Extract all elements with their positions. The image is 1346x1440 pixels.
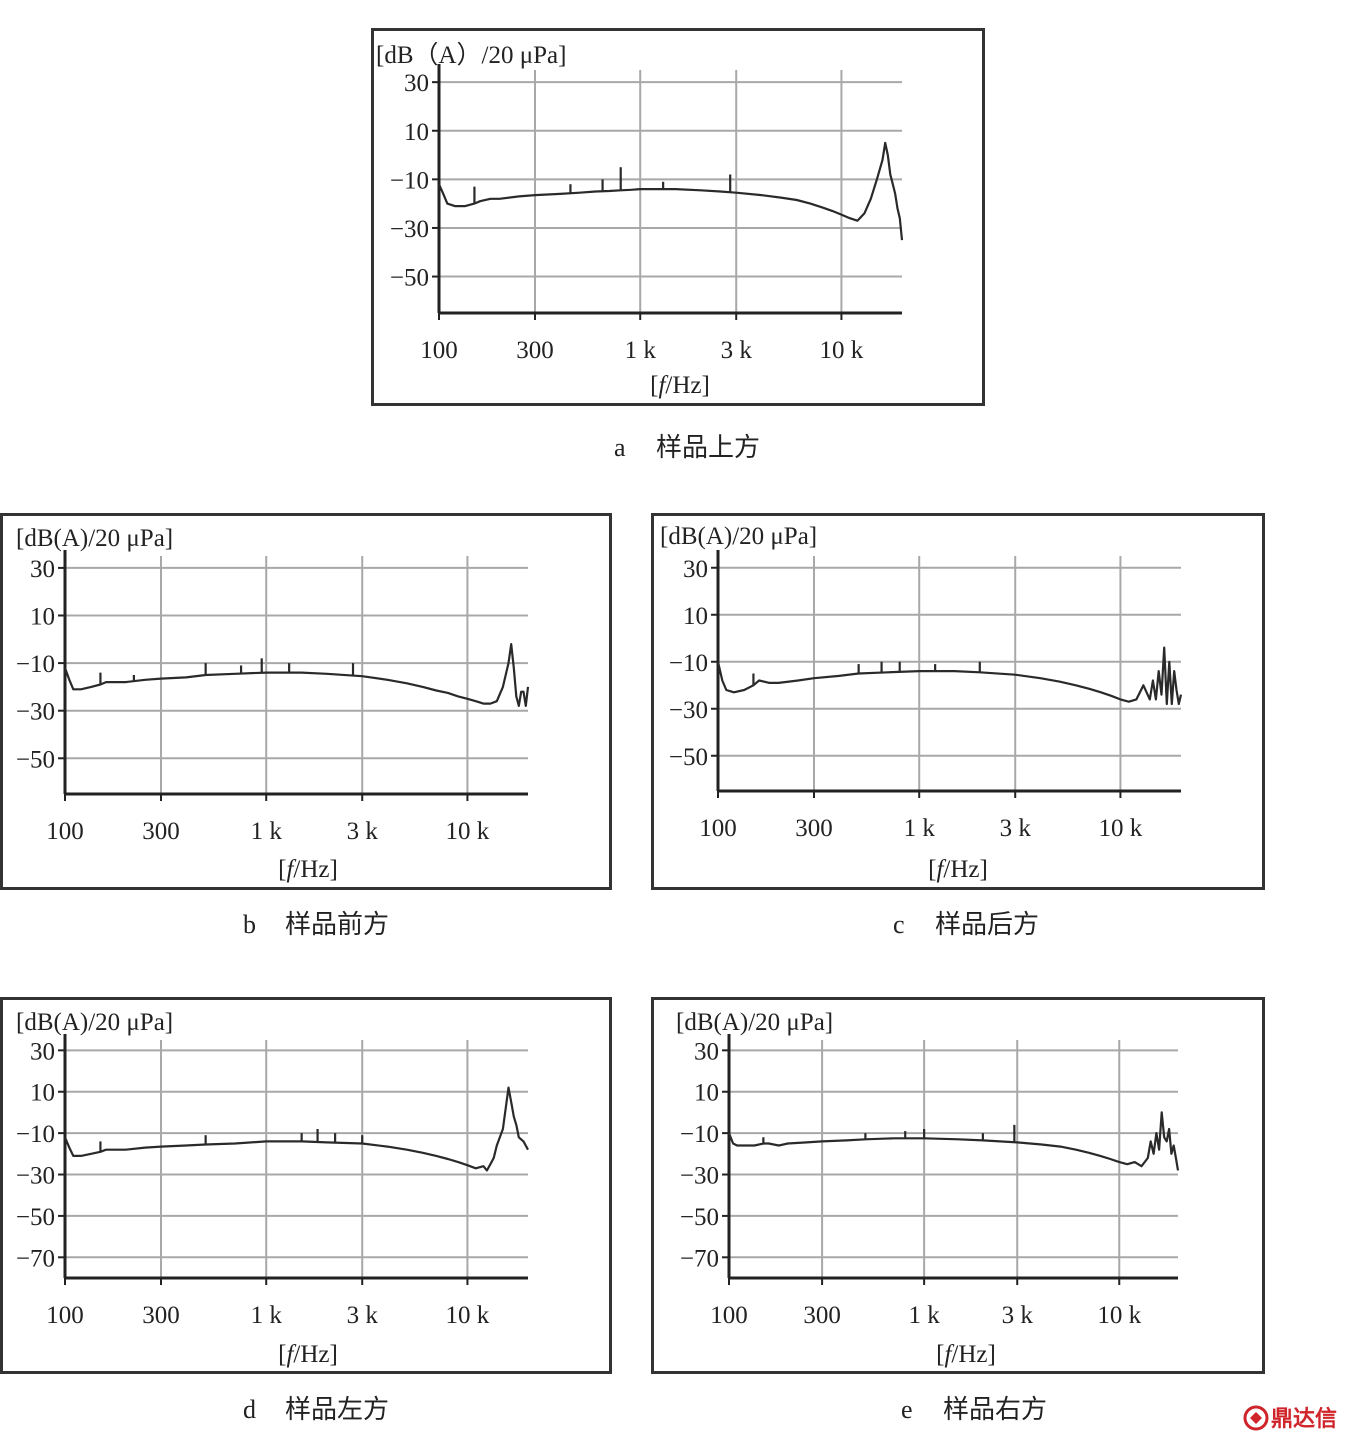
panel-frame (0, 997, 612, 1374)
y-axis-label: [dB（A）/20 μPa] (376, 41, 566, 69)
x-tick-label: 3 k (1000, 815, 1032, 842)
y-tick-label: 10 (694, 1080, 719, 1107)
y-tick-label: 30 (30, 1038, 55, 1065)
x-tick-label: 100 (420, 337, 458, 364)
watermark-icon (1243, 1405, 1269, 1431)
watermark-text: 鼎达信 (1271, 1406, 1337, 1432)
y-axis-label: [dB(A)/20 μPa] (16, 1009, 173, 1036)
x-tick-label: 1 k (251, 1302, 283, 1329)
y-tick-label: 30 (404, 70, 429, 97)
x-axis-label: [f/Hz] (650, 372, 710, 399)
x-tick-label: 1 k (625, 337, 657, 364)
x-tick-label: 100 (710, 1302, 748, 1329)
y-tick-label: 30 (694, 1038, 719, 1065)
x-tick-label: 10 k (820, 337, 864, 364)
y-tick-label: −70 (16, 1245, 55, 1272)
watermark-logo: 鼎达信 (1243, 1405, 1337, 1432)
x-tick-label: 3 k (347, 1302, 379, 1329)
caption-text: 样品上方 (656, 433, 760, 462)
y-tick-label: −10 (669, 650, 708, 677)
series-line (727, 1111, 1180, 1171)
x-tick-label: 3 k (721, 337, 753, 364)
x-tick-label: 10 k (1099, 815, 1143, 842)
y-tick-label: 10 (404, 119, 429, 146)
caption-text: 样品后方 (935, 910, 1039, 939)
x-tick-label: 300 (516, 337, 554, 364)
series-line (716, 646, 1183, 706)
panel-frame (371, 28, 985, 406)
caption-letter: d (243, 1395, 256, 1424)
x-tick-label: 1 k (251, 818, 283, 845)
y-tick-label: −50 (669, 744, 708, 771)
y-tick-label: −30 (390, 216, 429, 243)
watermark-icon-mark (1250, 1412, 1262, 1424)
y-tick-label: 10 (30, 1080, 55, 1107)
x-tick-label: 100 (46, 1302, 84, 1329)
y-axis-label: [dB(A)/20 μPa] (676, 1009, 833, 1036)
y-tick-label: −10 (16, 651, 55, 678)
x-tick-label: 1 k (909, 1302, 941, 1329)
x-tick-label: 100 (699, 815, 737, 842)
panel-frame (0, 513, 612, 890)
y-tick-label: −10 (16, 1121, 55, 1148)
panel-a: 30 10 −10 −30 −50 100 300 1 k 3 k 10 k [dB（A）/20 μ… (371, 28, 985, 462)
panel-caption: a 样品上方 (614, 433, 760, 462)
x-tick-label: 10 k (1097, 1302, 1141, 1329)
panel-caption: c 样品后方 (893, 910, 1039, 939)
panel-caption: b 样品前方 (243, 910, 389, 939)
y-tick-label: 30 (30, 556, 55, 583)
y-axis-label: [dB(A)/20 μPa] (16, 525, 173, 552)
caption-letter: c (893, 910, 905, 939)
x-axis-label: [f/Hz] (278, 1341, 338, 1368)
x-axis-label: [f/Hz] (278, 856, 338, 883)
y-tick-label: 10 (683, 603, 708, 630)
x-tick-label: 300 (803, 1302, 841, 1329)
panel-e: 30 10 −10 −30 −50 −70 100 300 1 k 3 k 10 k [dB(A)/2… (651, 997, 1265, 1424)
x-tick-label: 300 (142, 818, 180, 845)
series-line (63, 642, 530, 708)
series-line (63, 1086, 529, 1172)
y-tick-label: −30 (669, 697, 708, 724)
y-tick-label: −30 (16, 1163, 55, 1190)
panel-b: 30 10 −10 −30 −50 100 300 1 k 3 k 10 k [dB(A)/20 μ… (0, 513, 612, 939)
x-tick-label: 10 k (446, 1302, 490, 1329)
y-tick-label: −10 (680, 1121, 719, 1148)
caption-letter: e (901, 1395, 913, 1424)
chart-panels: 30 10 −10 −30 −50 100 300 1 k 3 k 10 k [dB（A）/20 μ… (0, 28, 1265, 1424)
caption-letter: b (243, 910, 256, 939)
y-tick-label: −50 (390, 265, 429, 292)
panel-caption: e 样品右方 (901, 1395, 1047, 1424)
y-tick-label: −10 (390, 167, 429, 194)
y-tick-label: 30 (683, 556, 708, 583)
caption-text: 样品前方 (285, 910, 389, 939)
x-tick-label: 10 k (446, 818, 490, 845)
panel-caption: d 样品左方 (243, 1395, 389, 1424)
x-tick-label: 300 (142, 1302, 180, 1329)
y-axis-label: [dB(A)/20 μPa] (660, 523, 817, 550)
panel-d: 30 10 −10 −30 −50 −70 100 300 1 k 3 k 10 k [dB(A)/2… (0, 997, 612, 1424)
x-tick-label: 300 (795, 815, 833, 842)
x-axis-label: [f/Hz] (936, 1341, 996, 1368)
series-line (437, 141, 904, 241)
y-tick-label: −50 (16, 1204, 55, 1231)
x-tick-label: 3 k (347, 818, 379, 845)
y-tick-label: −30 (680, 1163, 719, 1190)
y-tick-label: 10 (30, 604, 55, 631)
panel-frame (651, 997, 1265, 1374)
x-tick-label: 1 k (904, 815, 936, 842)
y-tick-label: −50 (16, 746, 55, 773)
panel-frame (651, 513, 1265, 890)
caption-text: 样品右方 (943, 1395, 1047, 1424)
y-tick-label: −70 (680, 1245, 719, 1272)
x-tick-label: 3 k (1002, 1302, 1034, 1329)
panel-c: 30 10 −10 −30 −50 100 300 1 k 3 k 10 k [dB(A)/20 μ… (651, 513, 1265, 939)
x-axis-label: [f/Hz] (928, 856, 988, 883)
y-tick-label: −30 (16, 699, 55, 726)
caption-text: 样品左方 (285, 1395, 389, 1424)
x-tick-label: 100 (46, 818, 84, 845)
caption-letter: a (614, 433, 626, 462)
y-tick-label: −50 (680, 1204, 719, 1231)
